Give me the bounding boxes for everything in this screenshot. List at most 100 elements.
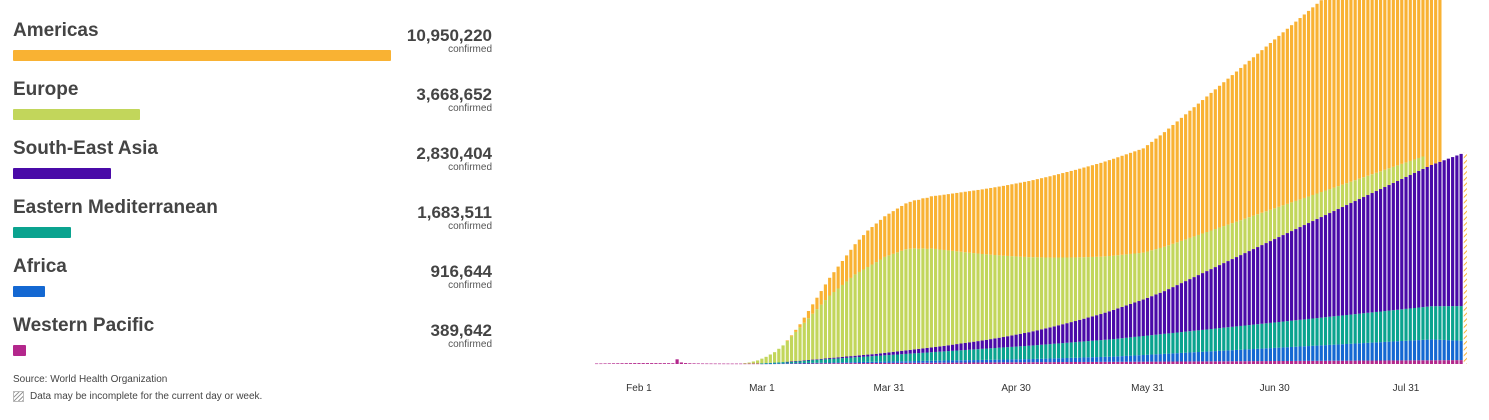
bar-segment	[1298, 346, 1302, 361]
bar-segment	[908, 353, 912, 362]
bar-segment	[1349, 360, 1353, 364]
bar-segment	[887, 355, 891, 362]
bar-segment	[1023, 333, 1027, 347]
bar-segment	[976, 362, 980, 364]
bar-segment	[1243, 253, 1247, 326]
bar-segment	[1298, 319, 1302, 347]
bar-segment	[1281, 205, 1285, 236]
bar-segment	[946, 351, 950, 361]
bar-segment	[980, 348, 984, 360]
bar-segment	[1120, 338, 1124, 357]
bar-segment	[1061, 362, 1065, 364]
bar-segment	[1285, 28, 1289, 204]
bar-segment	[760, 363, 764, 364]
bar-segment	[1222, 263, 1226, 328]
bar-segment	[1065, 342, 1069, 358]
bar-segment	[1133, 336, 1137, 356]
bar-segment	[806, 318, 811, 360]
bar-segment	[1387, 360, 1391, 364]
bar-segment	[929, 360, 933, 363]
bar-segment	[1230, 259, 1234, 327]
bar-segment	[1306, 318, 1311, 347]
bar-segment	[1095, 256, 1099, 316]
bar-segment	[1001, 359, 1006, 363]
bar-segment	[1150, 141, 1154, 251]
region-name: Western Pacific	[13, 315, 155, 336]
bar-segment	[1082, 167, 1086, 258]
bar-segment	[955, 344, 959, 351]
bar-segment	[794, 329, 798, 332]
bar-segment	[1010, 184, 1014, 257]
bar-segment	[993, 362, 997, 364]
bar-segment	[1395, 165, 1400, 182]
bar-segment	[1417, 171, 1421, 308]
bar-segment	[1039, 344, 1044, 359]
region-count: 2,830,404	[416, 144, 492, 163]
bar-segment	[1056, 358, 1061, 363]
bar-segment	[917, 199, 921, 249]
bar-segment	[1184, 352, 1188, 362]
bar-segment	[764, 356, 768, 364]
bar-segment	[967, 360, 972, 363]
bar-segment	[984, 339, 989, 349]
bar-segment	[1239, 349, 1243, 362]
bar-segment	[1128, 355, 1133, 362]
bar-segment	[1184, 331, 1188, 353]
bar-segment	[1086, 361, 1090, 364]
bar-segment	[789, 361, 794, 364]
bar-segment	[1400, 341, 1404, 361]
bar-segment	[768, 363, 772, 365]
bar-segment	[963, 349, 967, 361]
bar-segment	[1230, 75, 1234, 224]
bar-segment	[1116, 361, 1120, 364]
bar-segment	[917, 362, 921, 364]
bar-segment	[624, 363, 628, 364]
bar-segment	[1349, 203, 1353, 315]
bar-segment	[895, 361, 900, 363]
bar-segment	[1379, 189, 1383, 312]
bar-segment	[1247, 361, 1251, 364]
bar-segment	[1112, 309, 1116, 340]
bar-segment	[887, 361, 891, 363]
bar-segment	[1277, 206, 1281, 238]
bar-segment	[671, 363, 675, 364]
bar-segment	[1052, 343, 1056, 359]
bar-segment	[950, 250, 955, 345]
bar-segment	[1463, 340, 1467, 361]
bar-segment	[980, 362, 984, 364]
bar-segment	[1162, 246, 1167, 292]
bar-segment	[1137, 149, 1141, 254]
bar-segment	[1434, 163, 1438, 307]
bar-segment	[857, 271, 861, 356]
bar-segment	[811, 313, 815, 360]
bar-segment	[1137, 253, 1141, 302]
bar-segment	[832, 363, 836, 364]
bar-segment	[1099, 340, 1103, 357]
bar-segment	[908, 361, 912, 363]
bar-segment	[934, 360, 938, 363]
region-name: Americas	[13, 20, 99, 41]
bar-segment	[1145, 361, 1150, 364]
bar-segment	[1184, 281, 1188, 332]
bar-segment	[692, 363, 696, 364]
bar-segment	[870, 227, 874, 265]
region-count-unit: confirmed	[448, 339, 492, 350]
bar-segment	[866, 230, 870, 268]
bar-segment	[1188, 352, 1192, 362]
bar-segment	[1362, 177, 1366, 198]
source-note: Source: World Health Organization	[13, 374, 168, 385]
bar-segment	[874, 262, 878, 354]
bar-segment	[743, 363, 747, 365]
bar-segment	[989, 339, 993, 349]
bar-segment	[1239, 325, 1243, 350]
bar-segment	[1425, 306, 1429, 340]
region-count: 3,668,652	[416, 85, 492, 104]
bar-segment	[1260, 323, 1264, 349]
bar-segment	[1201, 233, 1205, 274]
bar-segment	[1175, 361, 1179, 364]
bar-segment	[883, 256, 887, 353]
bar-segment	[1281, 347, 1285, 361]
x-axis: Feb 1 Mar 1 Mar 31 Apr 30 May 31 Jun 30 Jul 31	[626, 383, 1420, 394]
bar-segment	[836, 288, 840, 358]
bar-segment	[976, 341, 980, 350]
